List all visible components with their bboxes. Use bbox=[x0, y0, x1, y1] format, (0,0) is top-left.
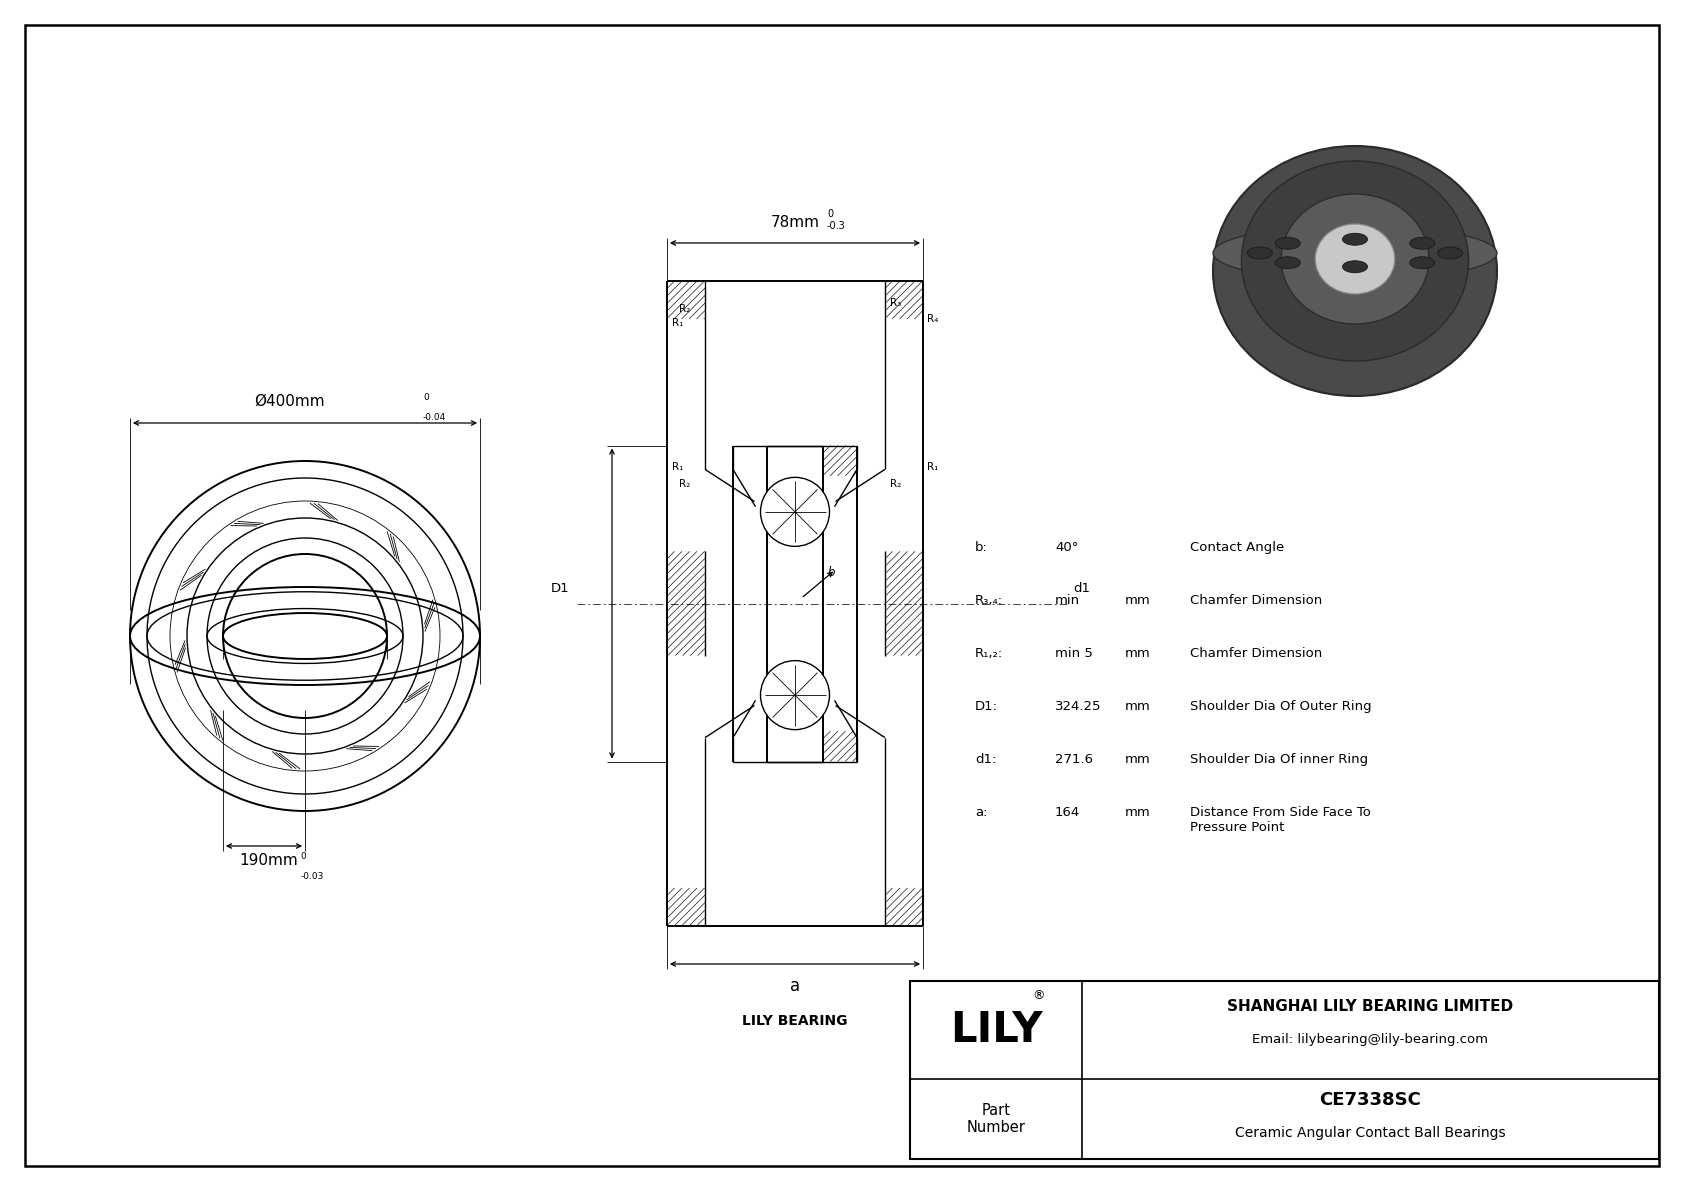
Ellipse shape bbox=[1342, 233, 1367, 245]
Text: R₃: R₃ bbox=[889, 298, 901, 308]
Text: Chamfer Dimension: Chamfer Dimension bbox=[1191, 647, 1322, 660]
Text: min 5: min 5 bbox=[1054, 647, 1093, 660]
Text: 40°: 40° bbox=[1054, 541, 1078, 554]
Text: 0: 0 bbox=[423, 393, 429, 403]
Ellipse shape bbox=[1248, 247, 1273, 258]
Text: R₂: R₂ bbox=[889, 479, 901, 488]
Text: ®: ® bbox=[1032, 989, 1044, 1002]
Ellipse shape bbox=[1241, 161, 1468, 361]
Text: Part
Number: Part Number bbox=[967, 1103, 1026, 1135]
Text: D1: D1 bbox=[551, 581, 569, 594]
Ellipse shape bbox=[1410, 237, 1435, 249]
Text: a:: a: bbox=[975, 806, 987, 819]
Text: SHANGHAI LILY BEARING LIMITED: SHANGHAI LILY BEARING LIMITED bbox=[1228, 999, 1514, 1014]
Text: Distance From Side Face To
Pressure Point: Distance From Side Face To Pressure Poin… bbox=[1191, 806, 1371, 834]
Text: R₄: R₄ bbox=[926, 314, 938, 324]
Text: LILY: LILY bbox=[950, 1009, 1042, 1050]
Text: Email: lilybearing@lily-bearing.com: Email: lilybearing@lily-bearing.com bbox=[1253, 1033, 1489, 1046]
Text: R₁: R₁ bbox=[926, 462, 938, 472]
Text: D1:: D1: bbox=[975, 700, 999, 713]
Ellipse shape bbox=[1282, 194, 1428, 324]
Text: R₂: R₂ bbox=[679, 479, 690, 488]
Text: mm: mm bbox=[1125, 753, 1150, 766]
Text: -0.03: -0.03 bbox=[300, 872, 323, 881]
Text: mm: mm bbox=[1125, 594, 1150, 607]
Text: Chamfer Dimension: Chamfer Dimension bbox=[1191, 594, 1322, 607]
Ellipse shape bbox=[1212, 225, 1497, 281]
Circle shape bbox=[761, 661, 830, 730]
Text: LILY BEARING: LILY BEARING bbox=[743, 1014, 847, 1028]
Text: Shoulder Dia Of inner Ring: Shoulder Dia Of inner Ring bbox=[1191, 753, 1367, 766]
Text: d1: d1 bbox=[1073, 581, 1090, 594]
Text: 0: 0 bbox=[300, 852, 306, 861]
Text: R₁: R₁ bbox=[672, 318, 684, 328]
Text: 324.25: 324.25 bbox=[1054, 700, 1101, 713]
Bar bbox=[909, 981, 1659, 1159]
Text: -0.3: -0.3 bbox=[827, 222, 845, 231]
Text: Shoulder Dia Of Outer Ring: Shoulder Dia Of Outer Ring bbox=[1191, 700, 1372, 713]
Text: 0: 0 bbox=[827, 208, 834, 219]
Ellipse shape bbox=[1275, 257, 1300, 269]
Text: a: a bbox=[790, 977, 800, 994]
Text: R₁: R₁ bbox=[672, 462, 684, 472]
Text: Ceramic Angular Contact Ball Bearings: Ceramic Angular Contact Ball Bearings bbox=[1234, 1125, 1505, 1140]
Text: d1:: d1: bbox=[975, 753, 997, 766]
Text: R₁,₂:: R₁,₂: bbox=[975, 647, 1004, 660]
Text: -0.04: -0.04 bbox=[423, 413, 446, 422]
Text: R₃,₄:: R₃,₄: bbox=[975, 594, 1004, 607]
Text: 164: 164 bbox=[1054, 806, 1079, 819]
Text: Ø400mm: Ø400mm bbox=[254, 394, 325, 409]
Text: b:: b: bbox=[975, 541, 989, 554]
Ellipse shape bbox=[1212, 146, 1497, 395]
Text: b: b bbox=[829, 566, 835, 579]
Ellipse shape bbox=[1275, 237, 1300, 249]
Text: R₂: R₂ bbox=[679, 304, 690, 314]
Text: min: min bbox=[1054, 594, 1079, 607]
Text: Contact Angle: Contact Angle bbox=[1191, 541, 1285, 554]
Text: 78mm: 78mm bbox=[771, 216, 820, 230]
Ellipse shape bbox=[1438, 247, 1463, 258]
Ellipse shape bbox=[1315, 224, 1394, 294]
Text: 271.6: 271.6 bbox=[1054, 753, 1093, 766]
Text: 190mm: 190mm bbox=[239, 853, 298, 868]
Text: CE7338SC: CE7338SC bbox=[1320, 1091, 1421, 1109]
Text: mm: mm bbox=[1125, 647, 1150, 660]
Text: mm: mm bbox=[1125, 806, 1150, 819]
Ellipse shape bbox=[1410, 257, 1435, 269]
Text: mm: mm bbox=[1125, 700, 1150, 713]
Circle shape bbox=[761, 478, 830, 547]
Ellipse shape bbox=[1342, 261, 1367, 273]
